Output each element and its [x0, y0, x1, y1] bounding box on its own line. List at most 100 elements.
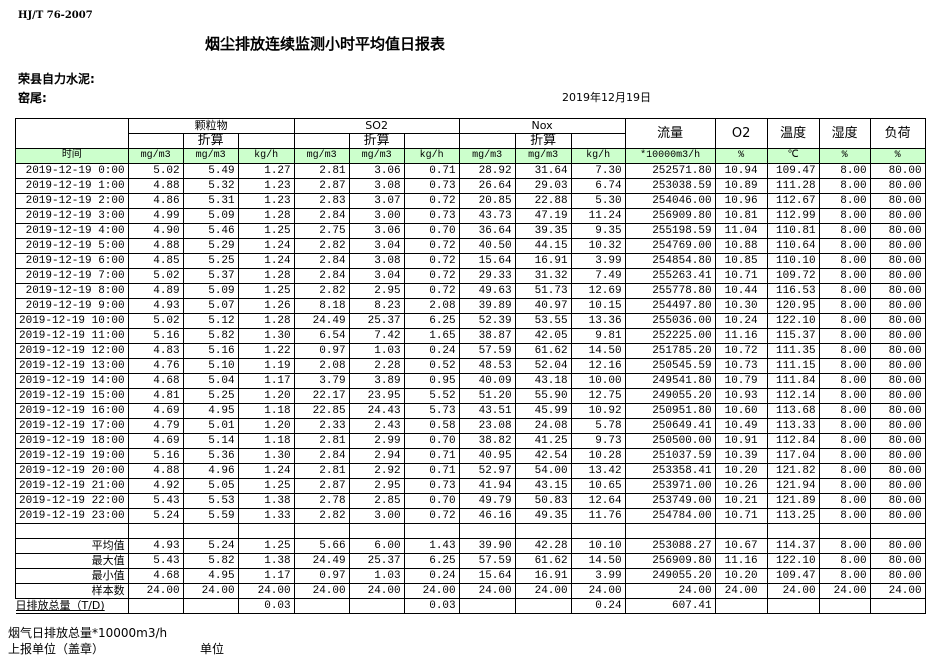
value-cell: 3.04: [348, 268, 405, 284]
value-cell: 47.19: [514, 208, 572, 224]
value-cell: 31.64: [514, 163, 572, 179]
value-cell: 251037.59: [624, 448, 716, 464]
value-cell: 11.04: [714, 223, 768, 239]
value-cell: 4.99: [127, 208, 184, 224]
value-cell: 80.00: [869, 268, 926, 284]
value-cell: 1.33: [237, 508, 295, 524]
value-cell: 52.39: [458, 313, 516, 329]
value-cell: 10.94: [714, 163, 768, 179]
value-cell: 10.28: [570, 448, 626, 464]
value-cell: 39.90: [458, 538, 516, 554]
value-cell: 1.27: [237, 163, 295, 179]
value-cell: 9.73: [570, 433, 626, 449]
company-label: 荣县自力水泥:: [18, 72, 95, 86]
time-cell: 2019-12-19 12:00: [15, 343, 129, 359]
value-cell: 5.49: [182, 163, 239, 179]
blank-cell: [348, 523, 405, 539]
value-cell: 10.44: [714, 283, 768, 299]
value-cell: 5.10: [182, 358, 239, 374]
value-cell: 5.09: [182, 283, 239, 299]
value-cell: 2.85: [348, 493, 405, 509]
value-cell: 2.82: [293, 283, 350, 299]
header-blank: [237, 133, 295, 149]
table-row: 2019-12-19 21:00 4.92 5.05 1.25 2.87 2.95 0.73…: [15, 478, 926, 494]
value-cell: 80.00: [869, 568, 926, 584]
value-cell: [869, 598, 926, 614]
value-cell: 3.08: [348, 253, 405, 269]
value-cell: 1.23: [237, 178, 295, 194]
table-row: 2019-12-19 9:00 4.93 5.07 1.26 8.18 8.23 2.08 3…: [15, 298, 926, 314]
time-cell: 2019-12-19 5:00: [15, 238, 129, 254]
blank-cell: [182, 523, 239, 539]
value-cell: 5.29: [182, 238, 239, 254]
value-cell: 26.64: [458, 178, 516, 194]
blank-cell: [869, 523, 926, 539]
value-cell: 254046.00: [624, 193, 716, 209]
value-cell: 8.00: [818, 538, 871, 554]
value-cell: 5.09: [182, 208, 239, 224]
header-blank: [458, 133, 516, 149]
value-cell: 80.00: [869, 463, 926, 479]
value-cell: 10.89: [714, 178, 768, 194]
value-cell: 113.33: [766, 418, 820, 434]
value-cell: 254769.00: [624, 238, 716, 254]
value-cell: 10.49: [714, 418, 768, 434]
value-cell: 0.73: [403, 178, 460, 194]
value-cell: 2.82: [293, 238, 350, 254]
value-cell: 254784.00: [624, 508, 716, 524]
value-cell: 5.66: [293, 538, 350, 554]
time-cell: 2019-12-19 22:00: [15, 493, 129, 509]
value-cell: 10.39: [714, 448, 768, 464]
time-cell: 2019-12-19 0:00: [15, 163, 129, 179]
value-cell: 2.84: [293, 253, 350, 269]
value-cell: 6.74: [570, 178, 626, 194]
value-cell: 4.69: [127, 433, 184, 449]
value-cell: 1.18: [237, 433, 295, 449]
time-cell: 2019-12-19 18:00: [15, 433, 129, 449]
value-cell: 24.00: [293, 583, 350, 599]
value-cell: 80.00: [869, 238, 926, 254]
table-row: 2019-12-19 6:00 4.85 5.25 1.24 2.84 3.08 0.72 1…: [15, 253, 926, 269]
blank-row: [15, 523, 926, 539]
summary-label: 日排放总量（T/D): [15, 598, 129, 614]
value-cell: 9.35: [570, 223, 626, 239]
value-cell: 4.89: [127, 283, 184, 299]
value-cell: 253038.59: [624, 178, 716, 194]
time-cell: 2019-12-19 10:00: [15, 313, 129, 329]
value-cell: 110.64: [766, 238, 820, 254]
value-cell: 120.95: [766, 298, 820, 314]
header-particulate: 颗粒物: [127, 118, 295, 134]
value-cell: 8.00: [818, 493, 871, 509]
unit-cell: ℃: [766, 148, 820, 164]
blank-cell: [15, 523, 129, 539]
blank-cell: [127, 523, 184, 539]
value-cell: 8.00: [818, 253, 871, 269]
value-cell: 10.93: [714, 388, 768, 404]
time-cell: 2019-12-19 7:00: [15, 268, 129, 284]
value-cell: 1.22: [237, 343, 295, 359]
value-cell: 0.03: [237, 598, 295, 614]
value-cell: 1.28: [237, 268, 295, 284]
value-cell: 117.04: [766, 448, 820, 464]
summary-label: 平均值: [15, 538, 129, 554]
value-cell: 8.00: [818, 268, 871, 284]
time-cell: 2019-12-19 9:00: [15, 298, 129, 314]
value-cell: 24.00: [514, 583, 572, 599]
value-cell: 10.00: [570, 373, 626, 389]
value-cell: 80.00: [869, 373, 926, 389]
value-cell: 80.00: [869, 478, 926, 494]
value-cell: 0.58: [403, 418, 460, 434]
header-blank: [127, 133, 184, 149]
value-cell: 45.99: [514, 403, 572, 419]
value-cell: 0.72: [403, 193, 460, 209]
value-cell: 0.71: [403, 463, 460, 479]
value-cell: 5.78: [570, 418, 626, 434]
value-cell: 53.55: [514, 313, 572, 329]
value-cell: 250500.00: [624, 433, 716, 449]
value-cell: 11.16: [714, 553, 768, 569]
value-cell: 110.10: [766, 253, 820, 269]
value-cell: 1.43: [403, 538, 460, 554]
value-cell: 4.69: [127, 403, 184, 419]
value-cell: [458, 598, 516, 614]
value-cell: 112.67: [766, 193, 820, 209]
